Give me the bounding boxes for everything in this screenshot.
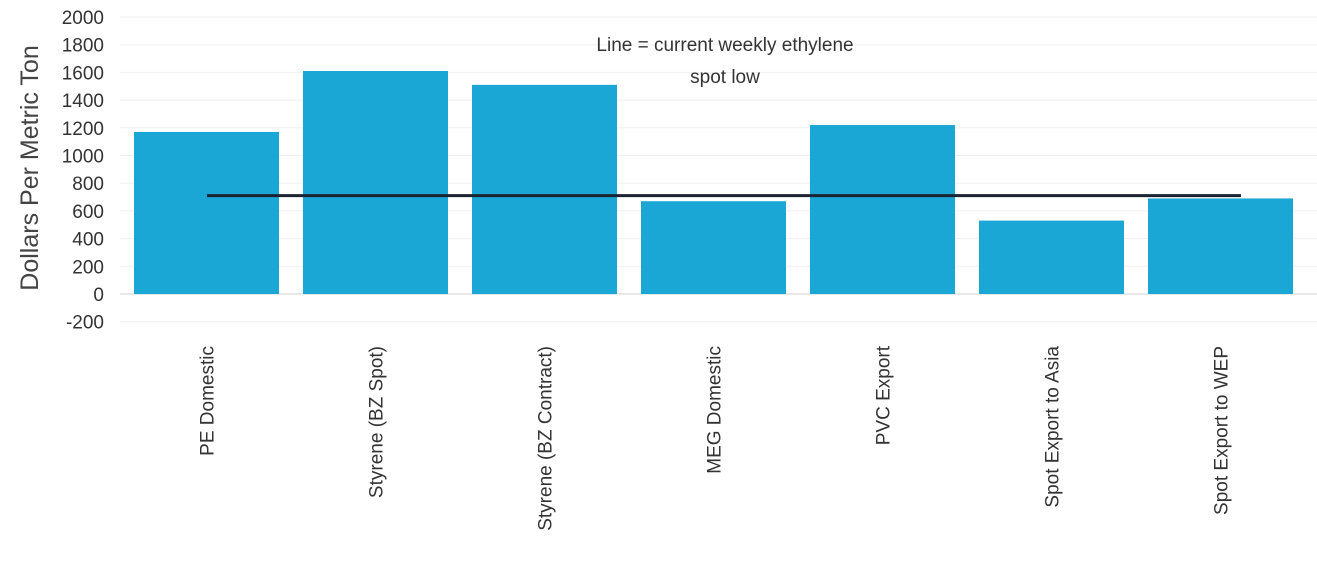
y-tick-label: 800 [72,174,104,195]
y-tick-label: 200 [72,257,104,278]
bar [1148,198,1293,294]
y-tick-label: -200 [66,313,104,334]
y-tick-label: 1800 [62,36,104,57]
category-label: PE Domestic [198,346,219,456]
category-label: MEG Domestic [705,346,726,474]
bar [472,84,617,295]
y-tick-label: 1400 [62,91,104,112]
y-tick-label: 1200 [62,119,104,140]
y-tick-labels: 2000180016001400120010008006004002000-20… [62,8,104,334]
y-tick-label: 1600 [62,63,104,84]
bars [134,71,1293,295]
y-tick-label: 600 [72,202,104,223]
y-tick-label: 400 [72,230,104,251]
category-label: PVC Export [874,345,895,445]
bar [810,125,955,294]
y-tick-label: 1000 [62,147,104,168]
y-tick-label: 2000 [62,8,104,29]
bar [134,131,279,294]
bar [979,220,1124,294]
category-labels: PE Domestic Styrene (BZ Spot) Styrene (BZ … [198,345,1233,530]
annotation-line-2: spot low [690,67,760,88]
y-tick-label: 0 [93,285,104,306]
category-label: Spot Export to WEP [1212,346,1233,515]
y-axis-title: Dollars Per Metric Ton [16,45,44,290]
bar [303,71,448,294]
annotation-line-1: Line = current weekly ethylene [596,35,853,56]
bar [641,201,786,294]
category-label: Styrene (BZ Spot) [367,346,388,498]
category-label: Spot Export to Asia [1043,346,1064,508]
category-label: Styrene (BZ Contract) [536,346,557,531]
